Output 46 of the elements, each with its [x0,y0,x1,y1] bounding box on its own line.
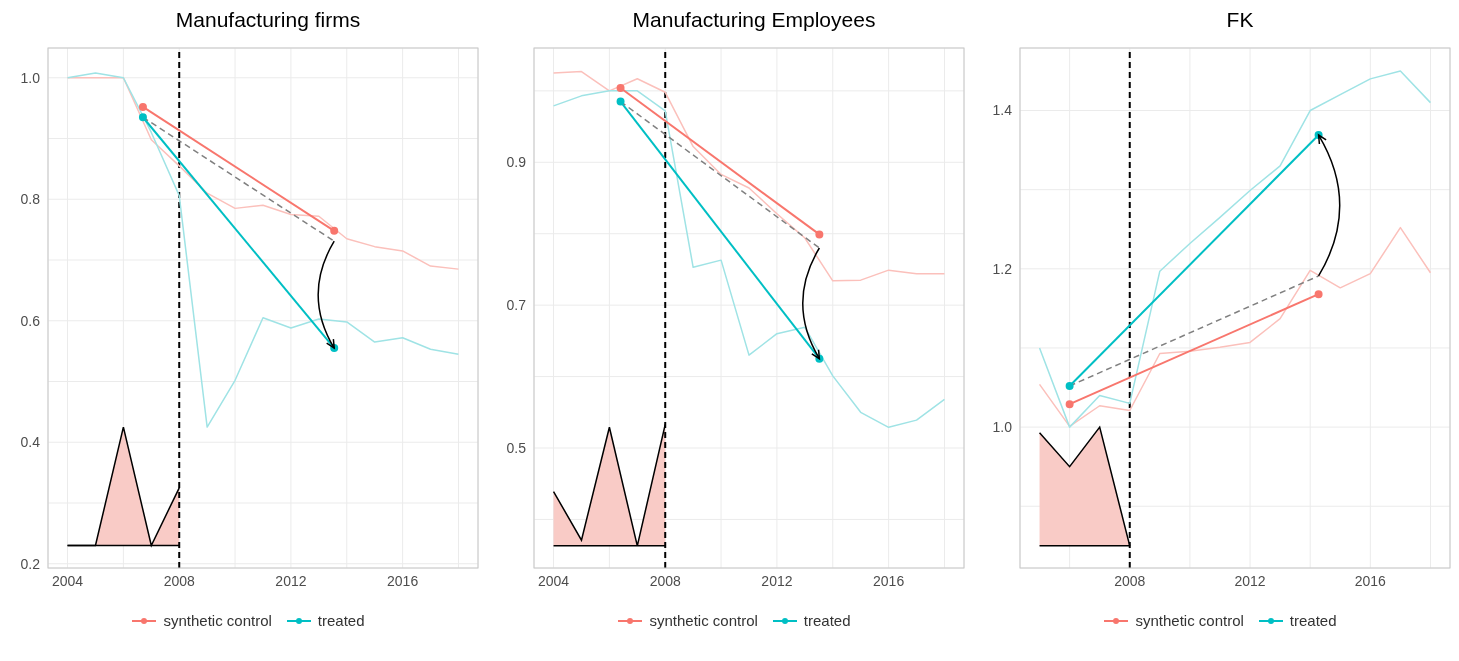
chart-title: Manufacturing firms [174,8,362,33]
x-tick-label: 2012 [1234,572,1266,589]
point [138,113,147,122]
y-tick-label: 0.5 [506,439,527,456]
y-tick-label: 1.2 [992,260,1013,277]
point [1314,290,1323,299]
x-tick-label: 2016 [1354,572,1387,589]
x-tick-label: 2016 [387,572,419,589]
x-tick-label: 2008 [1114,572,1146,589]
legend-label: synthetic control [163,612,272,629]
y-tick-label: 0.8 [20,191,41,208]
line-series [66,77,460,270]
legend-label: synthetic control [1135,612,1244,629]
legend-label: treated [1289,612,1337,629]
legend-label: treated [803,612,851,629]
chart-title: Manufacturing Employees [631,8,877,33]
point [616,97,625,106]
point [1065,381,1074,390]
point [1065,400,1074,409]
x-tick-label: 2012 [275,572,307,589]
point [330,226,339,235]
line-series [552,70,946,282]
x-tick-label: 2008 [163,572,196,589]
x-tick-label: 2004 [51,572,84,589]
legend-label: treated [317,612,365,629]
y-tick-label: 0.7 [506,297,527,314]
x-tick-label: 2012 [761,572,793,589]
line-series [1038,226,1432,428]
y-tick-label: 0.2 [20,555,41,572]
point [815,230,824,239]
y-tick-label: 1.4 [992,102,1013,119]
y-tick-label: 0.6 [20,312,41,329]
point [616,84,625,92]
point [138,102,147,111]
y-tick-label: 0.9 [506,154,527,171]
line-series [552,90,946,429]
y-tick-label: 0.4 [20,434,41,451]
x-tick-label: 2004 [537,572,570,589]
legend-label: synthetic control [649,612,758,629]
line-series [1038,70,1432,428]
x-tick-label: 2008 [649,572,682,589]
chart-title: FK [1225,8,1255,33]
y-tick-label: 1.0 [20,69,41,86]
line-series [66,72,460,428]
y-tick-label: 1.0 [992,419,1013,436]
x-tick-label: 2016 [873,572,905,589]
